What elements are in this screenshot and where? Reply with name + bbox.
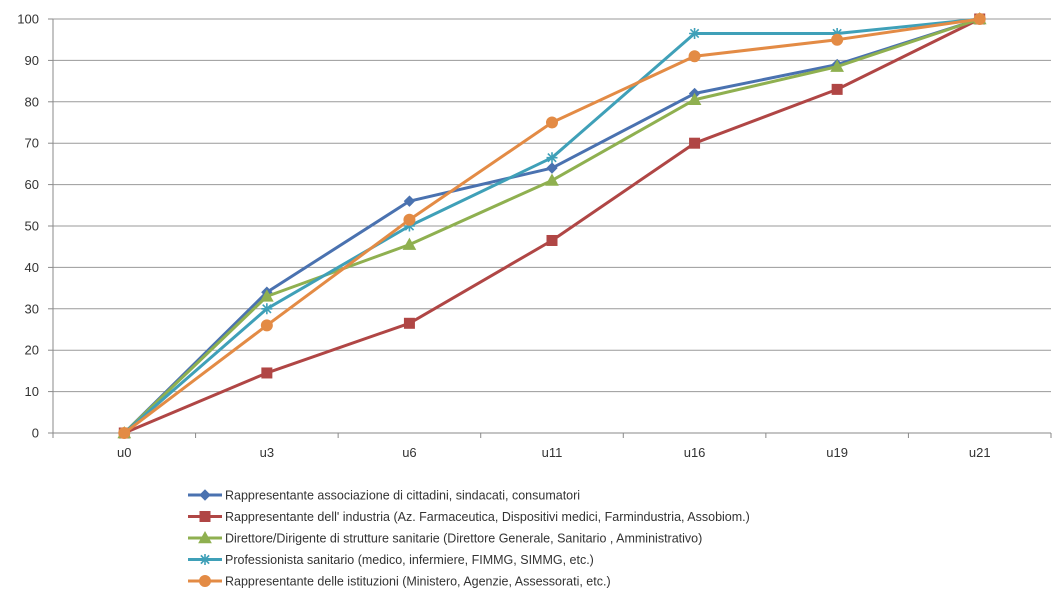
legend-item: Rappresentante delle istituzioni (Minist… — [188, 575, 611, 589]
data-point — [546, 152, 558, 164]
legend-item: Professionista sanitario (medico, inferm… — [188, 553, 594, 567]
data-point — [260, 289, 274, 302]
data-point — [689, 27, 701, 39]
y-tick-label: 60 — [25, 177, 39, 192]
x-tick-label: u3 — [260, 445, 274, 460]
data-point — [261, 303, 273, 315]
data-point — [688, 50, 701, 63]
data-point — [403, 213, 416, 226]
grid-layer — [53, 18, 1051, 393]
legend-label: Rappresentante delle istituzioni (Minist… — [225, 575, 611, 589]
legend-marker — [199, 489, 211, 501]
legend-label: Rappresentante dell' industria (Az. Farm… — [225, 510, 750, 524]
legend-marker — [199, 554, 211, 565]
series-3 — [117, 11, 987, 439]
legend-label: Professionista sanitario (medico, inferm… — [225, 553, 594, 567]
data-point — [261, 367, 273, 379]
x-tick-label: u21 — [969, 445, 991, 460]
legend-label: Rappresentante associazione di cittadini… — [225, 489, 580, 503]
legend-label: Direttore/Dirigente di strutture sanitar… — [225, 532, 702, 546]
legend-item: Direttore/Dirigente di strutture sanitar… — [188, 530, 702, 546]
data-point — [546, 234, 558, 246]
y-tick-label: 40 — [25, 260, 39, 275]
x-tick-label: u0 — [117, 445, 131, 460]
data-point — [545, 173, 559, 186]
y-tick-label: 20 — [25, 343, 39, 358]
y-tick-label: 90 — [25, 53, 39, 68]
x-tick-label: u19 — [826, 445, 848, 460]
data-point — [402, 237, 417, 250]
legend-item: Rappresentante associazione di cittadini… — [188, 489, 580, 503]
data-point — [831, 83, 843, 95]
y-tick-label: 100 — [17, 12, 39, 27]
legend-marker — [198, 530, 212, 544]
legend-item: Rappresentante dell' industria (Az. Farm… — [188, 510, 750, 524]
data-point — [973, 13, 986, 25]
data-point — [403, 195, 416, 207]
data-point — [546, 162, 558, 174]
y-tick-label: 0 — [32, 426, 39, 441]
data-point — [831, 33, 844, 46]
y-tick-label: 50 — [25, 219, 39, 234]
legend: Rappresentante associazione di cittadini… — [188, 489, 750, 589]
data-point — [689, 137, 701, 149]
legend-marker — [199, 575, 211, 587]
y-tick-label: 70 — [25, 136, 39, 151]
x-tick-label: u16 — [684, 445, 706, 460]
x-tick-label: u6 — [402, 445, 416, 460]
y-tick-label: 10 — [25, 384, 39, 399]
data-point — [260, 319, 273, 332]
y-tick-label: 30 — [25, 301, 39, 316]
data-point — [403, 317, 415, 329]
x-tick-label: u11 — [542, 445, 563, 460]
data-point — [831, 27, 843, 39]
y-tick-label: 80 — [25, 94, 39, 109]
data-point — [687, 92, 702, 106]
data-point — [403, 220, 415, 232]
data-point — [118, 427, 131, 439]
data-point — [830, 59, 844, 72]
legend-marker — [199, 511, 211, 522]
data-point — [546, 116, 558, 129]
series-5 — [118, 13, 986, 439]
series-layer — [117, 11, 987, 439]
axis-layer: 0 10 20 30 40 50 60 70 80 90 100 u0 u3 u6 u11 u16 u19 u21 — [17, 12, 1052, 460]
